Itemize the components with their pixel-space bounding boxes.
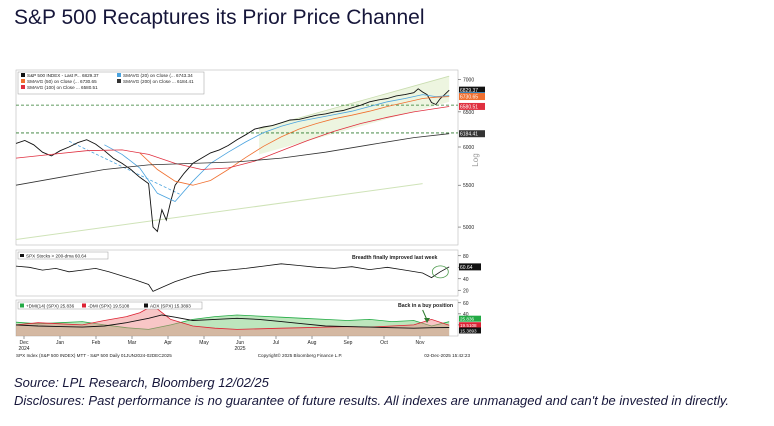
- price-legend-label: SMAVG (50) on Close (... 6730.65: [27, 79, 97, 84]
- x-tick-label: Dec: [20, 340, 29, 346]
- x-tick-label: Oct: [380, 340, 388, 346]
- price-y-tick-label: 5500: [463, 183, 474, 189]
- dmi-plus-area-line: [15, 314, 450, 330]
- dmi-value-tag-text: 19.5108: [460, 323, 477, 328]
- breadth-annotation: Breadth finally improved last week: [352, 255, 437, 261]
- price-y-tick-label: 6500: [463, 110, 474, 116]
- price-value-tag-text: 6829.37: [460, 88, 478, 94]
- dmi-legend-swatch: [82, 303, 86, 308]
- price-legend-swatch: [21, 79, 25, 83]
- price-series-line: [15, 106, 450, 170]
- adx-line: [15, 314, 450, 329]
- price-legend-label: S&P 500 INDEX - Last P... 6829.37: [27, 73, 99, 78]
- dmi-legend-label: +DMI(14) (SPX) 25.836: [26, 304, 75, 309]
- breadth-legend-swatch: [20, 254, 24, 257]
- chart-footer-right: 02-Dec-2025 15:42:23: [424, 353, 470, 358]
- price-legend-swatch: [117, 79, 121, 83]
- breadth-series-line: [15, 263, 450, 292]
- dmi-legend-box: [17, 301, 203, 310]
- chart-footer-left: SPX Index (S&P 500 INDEX) MTT - S&P 500 …: [16, 353, 172, 358]
- price-y-tick-label: 6000: [463, 145, 474, 151]
- x-tick-label: May: [199, 340, 209, 346]
- price-value-tag: [459, 86, 485, 94]
- price-legend-box: [17, 71, 205, 95]
- price-value-tag-text: 6580.51: [460, 104, 478, 110]
- dmi-annotation: Back in a buy position: [398, 303, 453, 309]
- breadth-highlight-circle: [431, 265, 449, 279]
- page-title: S&P 500 Recaptures its Prior Price Chann…: [14, 6, 425, 29]
- x-tick-label: Nov: [416, 340, 425, 346]
- price-y-tick-label: 5000: [463, 225, 474, 231]
- price-legend-label: SMAVG (20) on Close (... 6743.34: [123, 73, 193, 78]
- price-y-axis-label: Log: [471, 153, 480, 166]
- x-tick-label: Apr: [164, 340, 172, 346]
- price-value-tag: [459, 93, 485, 101]
- price-value-tag: [459, 130, 485, 138]
- dmi-value-tag-text: 15.3893: [460, 328, 477, 333]
- price-legend-label: SMAVG (200) on Close ... 6184.41: [123, 79, 194, 84]
- source-note: Source: LPL Research, Bloomberg 12/02/25: [14, 375, 269, 390]
- price-value-tag-text: 6730.65: [460, 95, 478, 101]
- dmi-arrow-head: [424, 318, 431, 323]
- price-series-line: [15, 133, 450, 186]
- price-series-line: [139, 96, 450, 186]
- dmi-legend-swatch: [144, 303, 148, 308]
- x-tick-label: Jun: [236, 340, 244, 346]
- x-tick-label: Feb: [92, 340, 101, 346]
- price-series-line: [15, 88, 450, 233]
- x-tick-label: Aug: [308, 340, 317, 346]
- breadth-value-tag-text: 60.64: [460, 265, 473, 271]
- breadth-legend-box: [17, 251, 109, 260]
- breadth-y-tick-label: 40: [463, 277, 469, 283]
- x-tick-label: Mar: [128, 340, 137, 346]
- dmi-minus-area: [16, 305, 450, 336]
- chart-svg: 50005500600065007000Log6829.376743.34673…: [15, 69, 485, 358]
- breadth-y-tick-label: 20: [463, 288, 469, 294]
- x-tick-label: Jan: [56, 340, 64, 346]
- chart-footer-center: Copyright© 2025 Bloomberg Finance L.P.: [258, 352, 343, 358]
- dmi-value-tag: [459, 327, 481, 334]
- disclosure-note: Disclosures: Past performance is no guar…: [14, 393, 729, 408]
- dmi-legend-label: -DMI (SPX) 19.5108: [88, 304, 130, 309]
- dmi-value-tag: [459, 315, 481, 322]
- x-tick-label: Sep: [344, 340, 353, 346]
- price-legend-swatch: [21, 73, 25, 77]
- dmi-y-tick-label: 40: [463, 312, 469, 318]
- dmi-value-tag: [459, 322, 481, 329]
- x-tick-year-label: 2024: [18, 346, 29, 352]
- breadth-y-tick-label: 80: [463, 254, 469, 260]
- price-legend-label: SMAVG (100) on Close ... 6580.51: [27, 85, 98, 90]
- breadth-value-tag: [459, 263, 481, 271]
- price-legend-swatch: [117, 73, 121, 77]
- x-tick-label: Jul: [273, 340, 279, 346]
- dmi-minus-area-line: [15, 305, 450, 330]
- x-tick-year-label: 2025: [234, 346, 245, 352]
- price-channel-band: [259, 76, 450, 155]
- chart-area: 50005500600065007000Log6829.376743.34673…: [0, 60, 774, 365]
- price-legend-swatch: [21, 85, 25, 89]
- dmi-value-tag-text: 25.836: [460, 317, 474, 322]
- price-value-tag-text: 6184.41: [460, 132, 478, 138]
- price-y-tick-label: 7000: [463, 77, 474, 83]
- price-series-line: [104, 94, 450, 202]
- dmi-y-tick-label: 60: [463, 301, 469, 307]
- breadth-legend-label: SPX Stocks > 200-dma 60.64: [26, 254, 87, 259]
- dmi-legend-label: ADX (SPX) 15.3893: [150, 304, 191, 309]
- long-term-trend-line: [15, 183, 423, 241]
- price-value-tag: [459, 102, 485, 110]
- dmi-legend-swatch: [20, 303, 24, 308]
